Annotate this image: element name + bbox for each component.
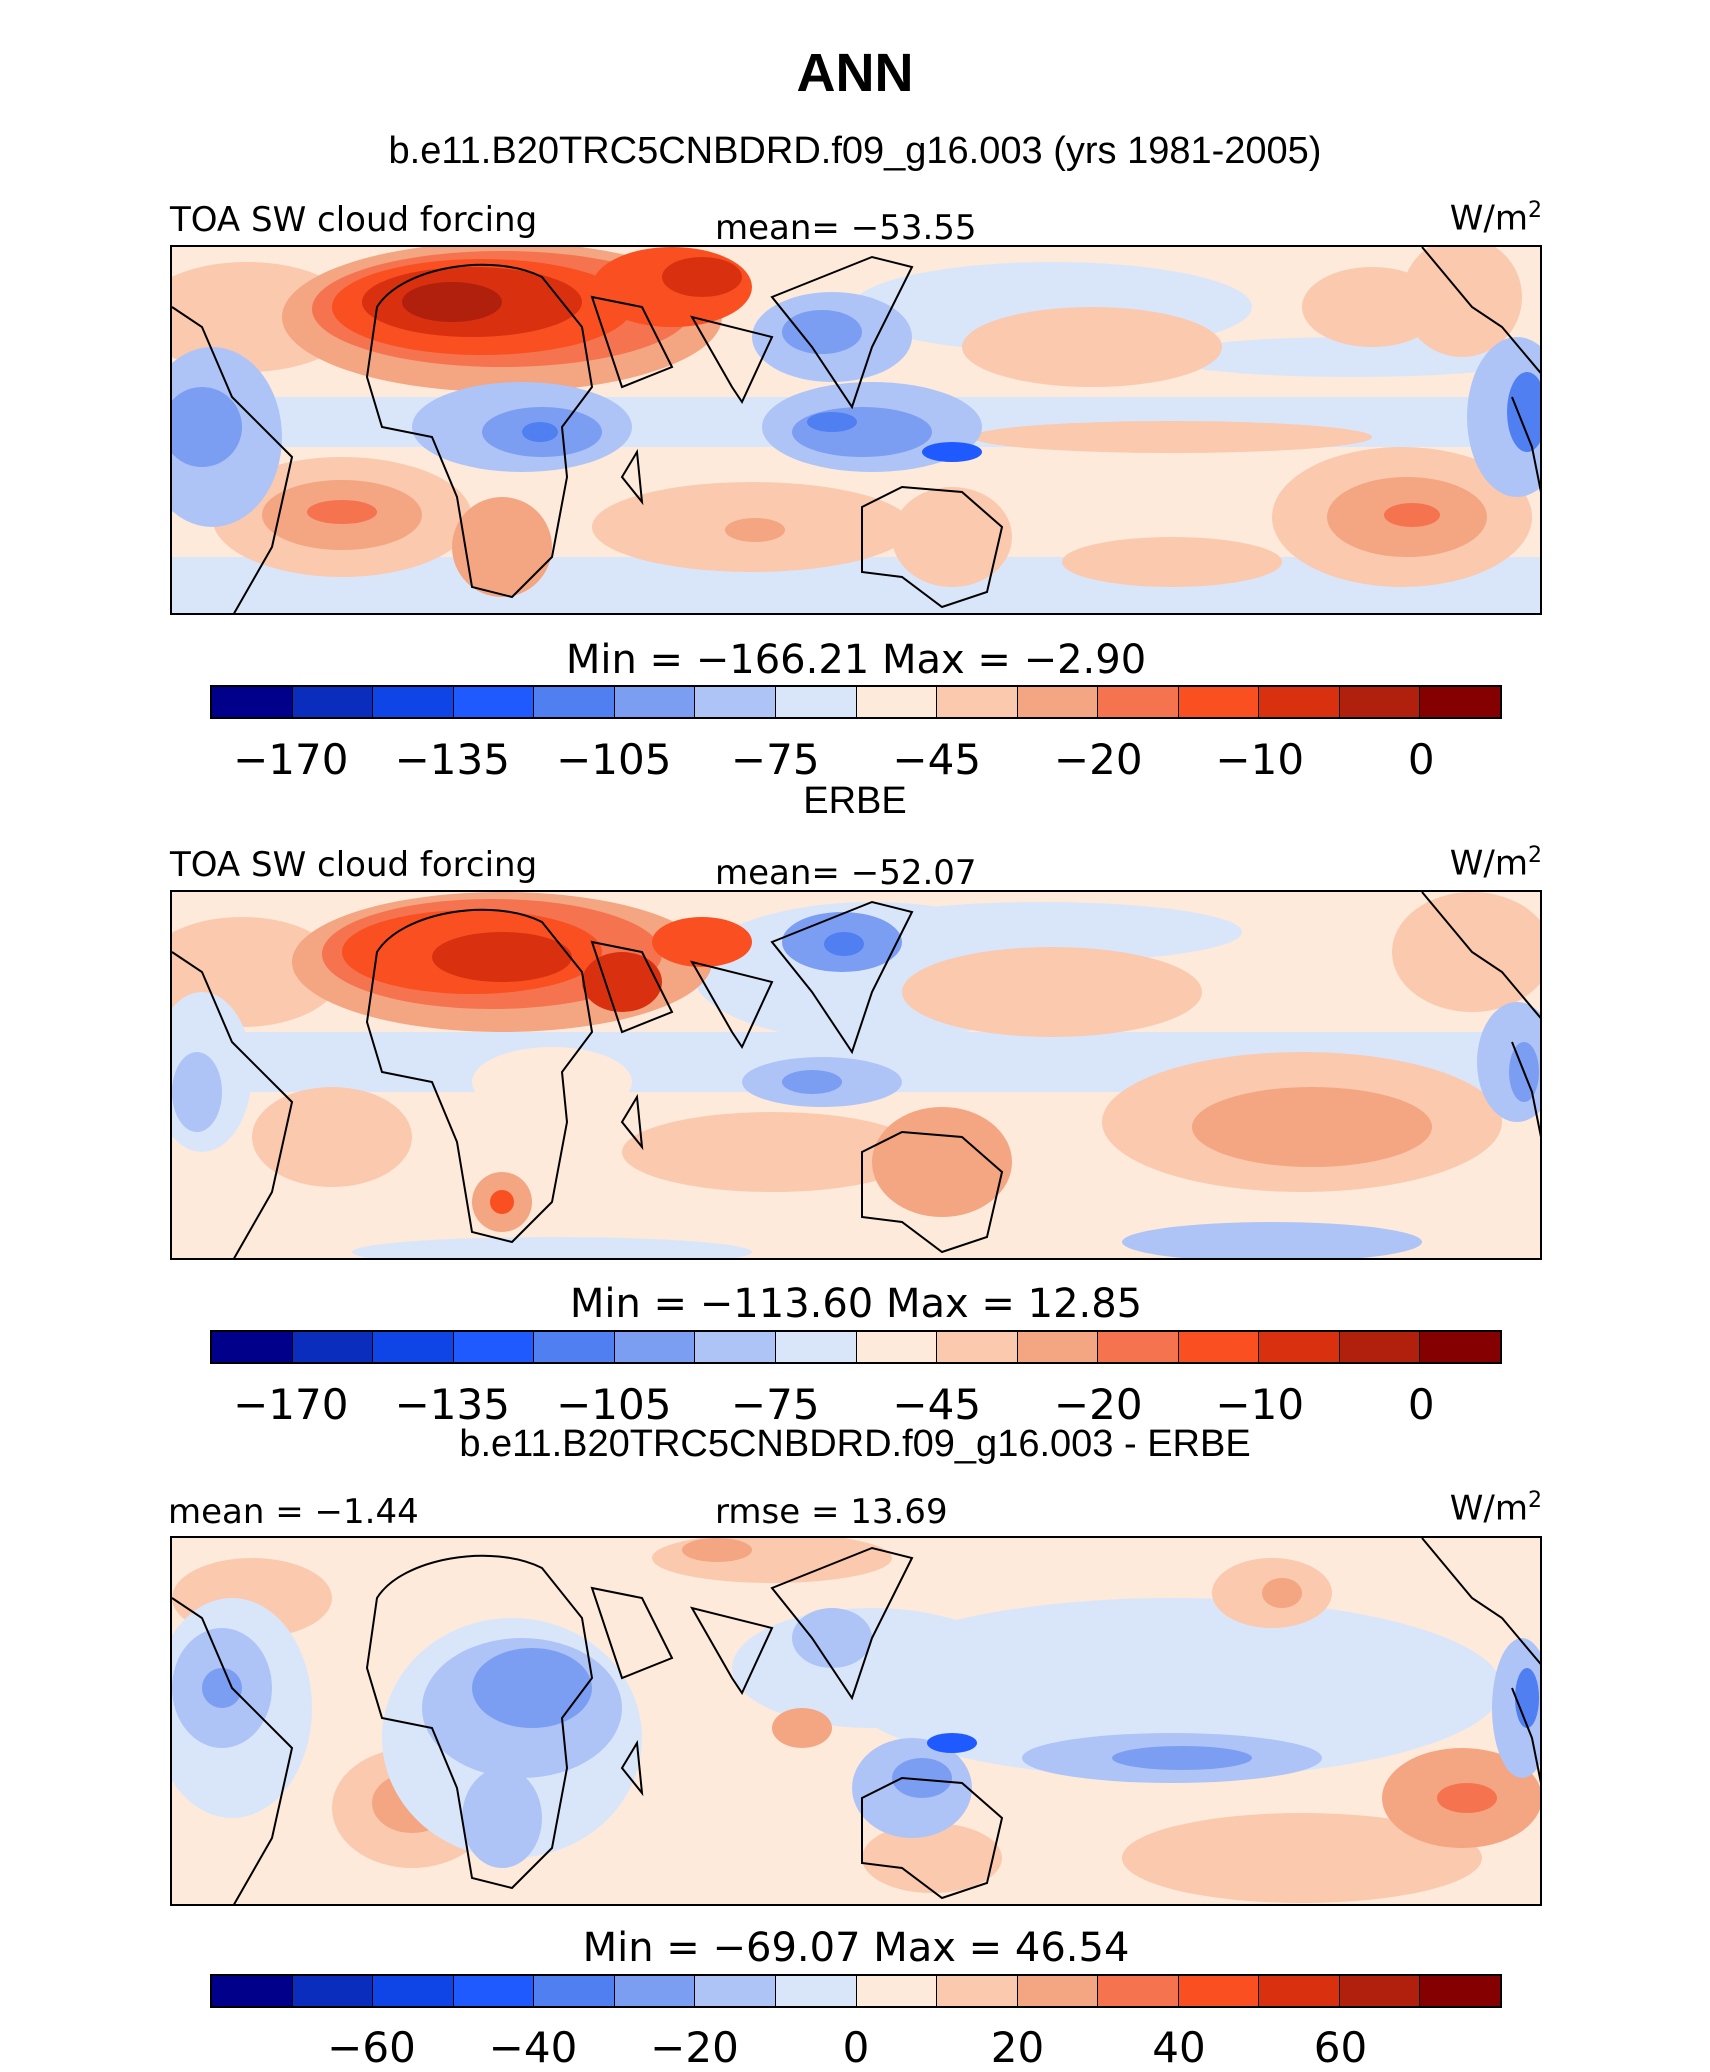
panel-3-units: W/m2	[1449, 1488, 1542, 1529]
colorbar-cell	[453, 1332, 535, 1362]
colorbar-cell	[292, 687, 374, 717]
colorbar-tick-label: 0	[842, 2023, 870, 2072]
colorbar-tick-label: −105	[556, 735, 672, 784]
figure-title: ANN	[796, 43, 914, 103]
colorbar-cell	[534, 687, 615, 717]
colorbar-cell	[614, 687, 696, 717]
panel-1-mean-label: mean= −53.55	[715, 208, 977, 248]
panel-2-title: ERBE	[803, 780, 907, 822]
colorbar-cell	[1259, 687, 1340, 717]
colorbar-tick-label: −45	[892, 735, 982, 784]
colorbar-tick-label: −10	[1215, 1380, 1305, 1429]
colorbar-tick-label: −170	[233, 1380, 349, 1429]
colorbar-cell	[292, 1976, 374, 2006]
colorbar-cell	[614, 1332, 696, 1362]
colorbar-cell	[453, 1976, 535, 2006]
colorbar-cell	[856, 1976, 938, 2006]
colorbar-cell	[1098, 1332, 1179, 1362]
colorbar-tick-label: −75	[730, 735, 820, 784]
colorbar-cell	[373, 687, 454, 717]
colorbar-cell	[1017, 1332, 1099, 1362]
panel-1-units: W/m2	[1449, 198, 1542, 239]
colorbar-tick-label: −20	[1053, 735, 1143, 784]
colorbar-tick-label: −40	[488, 2023, 578, 2072]
colorbar-tick-label: −20	[650, 2023, 739, 2072]
colorbar-cell	[1098, 687, 1179, 717]
colorbar-cell	[1098, 1976, 1179, 2006]
colorbar-tick-label: −45	[892, 1380, 982, 1429]
colorbar-cell	[1339, 1332, 1421, 1362]
colorbar-cell	[453, 687, 535, 717]
colorbar-tick-label: 0	[1407, 1380, 1435, 1429]
colorbar-cell	[937, 1332, 1018, 1362]
colorbar-cell	[775, 1976, 857, 2006]
colorbar-tick-label: −135	[394, 1380, 510, 1429]
panel-2-colorbar	[210, 1330, 1502, 1364]
panel-1-map	[170, 245, 1542, 615]
colorbar-cell	[856, 1332, 938, 1362]
colorbar-cell	[373, 1976, 454, 2006]
colorbar-cell	[534, 1332, 615, 1362]
panel-2-minmax: Min = −113.60 Max = 12.85	[569, 1281, 1143, 1327]
colorbar-tick-label: −20	[1053, 1380, 1143, 1429]
colorbar-tick-label: −75	[730, 1380, 820, 1429]
colorbar-tick-label: 20	[990, 2023, 1045, 2072]
colorbar-cell	[775, 687, 857, 717]
colorbar-cell	[856, 687, 938, 717]
colorbar-cell	[937, 1976, 1018, 2006]
colorbar-cell	[614, 1976, 696, 2006]
colorbar-cell	[1259, 1332, 1340, 1362]
colorbar-cell	[1017, 1976, 1099, 2006]
panel-3-rmse-label: rmse = 13.69	[715, 1492, 948, 1532]
colorbar-tick-label: −135	[394, 735, 510, 784]
colorbar-cell	[1420, 1976, 1500, 2006]
colorbar-cell	[695, 1332, 776, 1362]
panel-2-mean-label: mean= −52.07	[715, 853, 977, 893]
colorbar-cell	[1259, 1976, 1340, 2006]
colorbar-cell	[1339, 687, 1421, 717]
colorbar-cell	[212, 1332, 293, 1362]
colorbar-cell	[1178, 1976, 1260, 2006]
panel-3-map	[170, 1536, 1542, 1906]
colorbar-cell	[1178, 687, 1260, 717]
panel-3-minmax: Min = −69.07 Max = 46.54	[582, 1925, 1130, 1971]
colorbar-cell	[292, 1332, 374, 1362]
colorbar-cell	[373, 1332, 454, 1362]
colorbar-tick-label: −10	[1215, 735, 1305, 784]
panel-3-title: b.e11.B20TRC5CNBDRD.f09_g16.003 - ERBE	[459, 1423, 1251, 1465]
colorbar-tick-label: 40	[1152, 2023, 1206, 2072]
panel-2-variable-label: TOA SW cloud forcing	[170, 845, 538, 885]
colorbar-tick-label: −105	[556, 1380, 672, 1429]
panel-2-map	[170, 890, 1542, 1260]
colorbar-tick-label: 0	[1407, 735, 1435, 784]
colorbar-cell	[695, 1976, 776, 2006]
colorbar-cell	[775, 1332, 857, 1362]
panel-1-title: b.e11.B20TRC5CNBDRD.f09_g16.003 (yrs 198…	[388, 130, 1322, 172]
colorbar-cell	[1178, 1332, 1260, 1362]
panel-1-colorbar	[210, 685, 1502, 719]
colorbar-cell	[937, 687, 1018, 717]
colorbar-cell	[1339, 1976, 1421, 2006]
colorbar-tick-label: 60	[1313, 2023, 1368, 2072]
colorbar-tick-label: −170	[233, 735, 349, 784]
colorbar-cell	[212, 687, 293, 717]
colorbar-cell	[1017, 687, 1099, 717]
panel-3-colorbar	[210, 1974, 1502, 2008]
colorbar-cell	[695, 687, 776, 717]
panel-2-units: W/m2	[1449, 843, 1542, 884]
panel-1-minmax: Min = −166.21 Max = −2.90	[565, 637, 1147, 683]
colorbar-cell	[1420, 687, 1500, 717]
colorbar-cell	[534, 1976, 615, 2006]
panel-3-mean-label: mean = −1.44	[168, 1492, 419, 1532]
colorbar-cell	[1420, 1332, 1500, 1362]
colorbar-tick-label: −60	[327, 2023, 416, 2072]
panel-1-variable-label: TOA SW cloud forcing	[170, 200, 538, 240]
colorbar-cell	[212, 1976, 293, 2006]
